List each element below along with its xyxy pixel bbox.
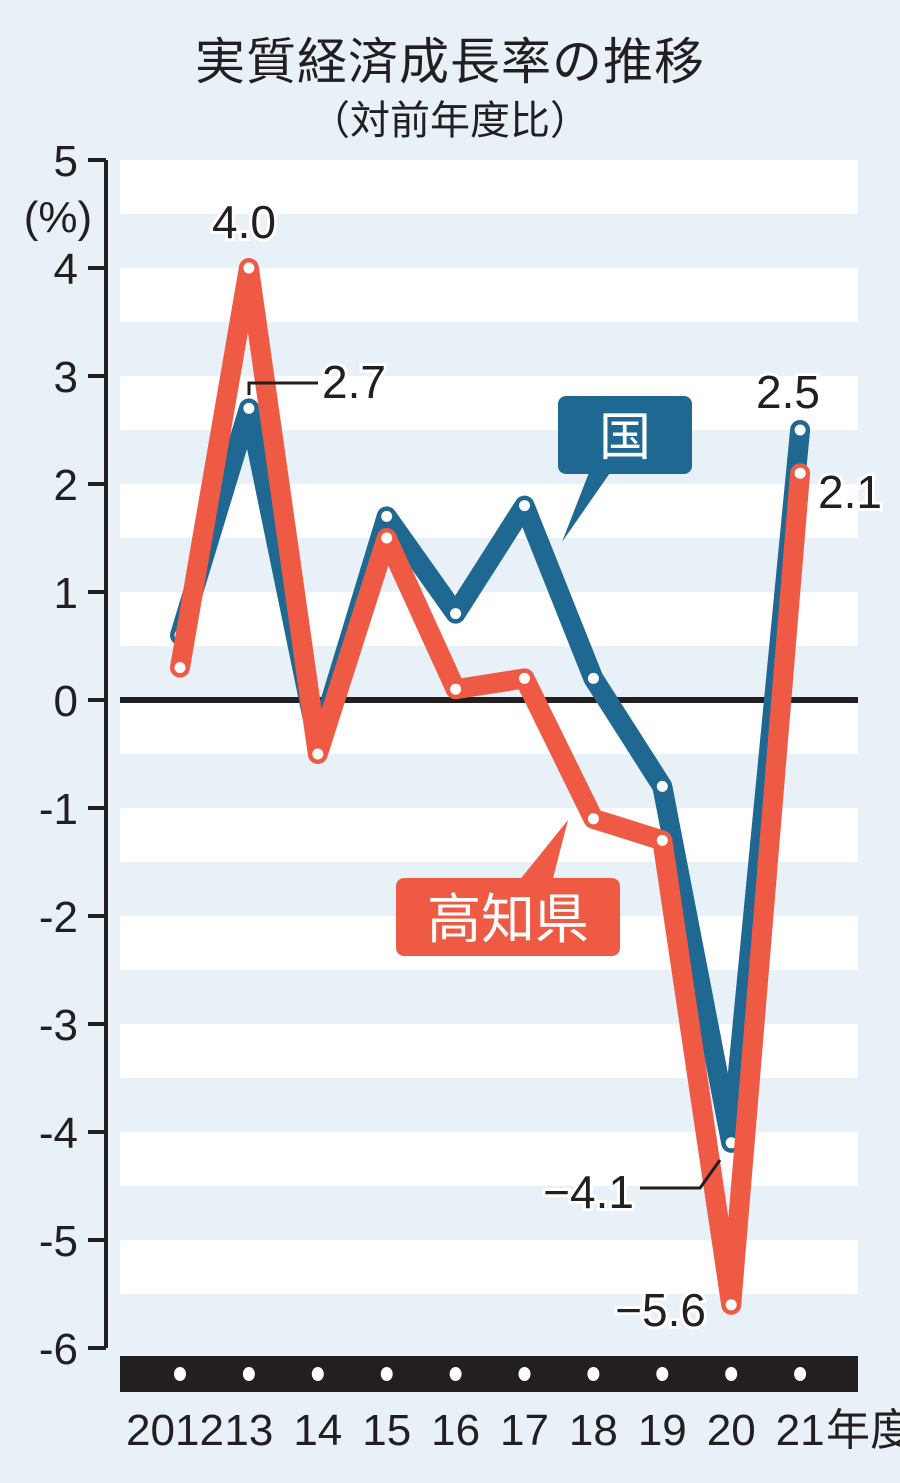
data-point bbox=[312, 748, 324, 760]
y-tick-label: 5 bbox=[54, 137, 78, 186]
data-label: −5.6 bbox=[615, 1284, 706, 1336]
x-tick-label: 15 bbox=[362, 1406, 411, 1455]
data-point bbox=[174, 662, 186, 674]
chart-subtitle: （対前年度比） bbox=[310, 98, 590, 144]
x-tick-label: 16 bbox=[431, 1406, 480, 1455]
legend-national-callout: 国 bbox=[558, 396, 692, 542]
leader-2020 bbox=[640, 1159, 722, 1190]
data-point bbox=[587, 672, 599, 684]
x-tick-label: 20 bbox=[707, 1406, 756, 1455]
y-tick-label: -4 bbox=[39, 1109, 78, 1158]
data-point bbox=[243, 402, 255, 414]
x-tick-label: 2012 bbox=[126, 1406, 224, 1455]
y-tick-label: -1 bbox=[39, 785, 78, 834]
data-point bbox=[725, 1137, 737, 1149]
data-point bbox=[381, 532, 393, 544]
y-unit-label: (%) bbox=[24, 193, 92, 242]
y-tick-label: 2 bbox=[54, 461, 78, 510]
data-point bbox=[519, 500, 530, 512]
y-tick-label: 1 bbox=[54, 569, 78, 618]
series-kochi bbox=[170, 258, 811, 1315]
y-tick-label: -5 bbox=[39, 1217, 78, 1266]
y-tick-label: -2 bbox=[39, 893, 78, 942]
x-tick-label: 17 bbox=[500, 1406, 549, 1455]
leader-2013 bbox=[247, 381, 318, 395]
y-tick-label: 3 bbox=[54, 353, 78, 402]
x-tick-label: 14 bbox=[293, 1406, 342, 1455]
x-tick-label: 21 bbox=[776, 1406, 825, 1455]
data-point bbox=[450, 608, 462, 620]
data-point bbox=[450, 683, 462, 695]
x-tick-label: 13 bbox=[224, 1406, 273, 1455]
data-point bbox=[243, 262, 255, 274]
x-axis-bar: 2012 13 14 15 16 17 18 19 20 21 年度 bbox=[120, 1356, 900, 1455]
y-tick-label: -6 bbox=[39, 1325, 78, 1374]
y-axis: 5 4 3 2 1 0 -1 -2 -3 -4 -5 -6 (%) bbox=[24, 137, 108, 1374]
legend-kochi-label: 高知県 bbox=[427, 888, 589, 951]
data-label: 4.0 bbox=[212, 196, 276, 248]
data-point bbox=[587, 813, 599, 825]
data-label: −4.1 bbox=[543, 1166, 634, 1218]
y-tick-label: -3 bbox=[39, 1001, 78, 1050]
data-point bbox=[656, 834, 668, 846]
y-tick-label: 0 bbox=[54, 677, 78, 726]
data-label: 2.1 bbox=[818, 466, 882, 518]
data-label: 2.7 bbox=[322, 356, 386, 408]
data-point bbox=[381, 510, 393, 522]
data-point bbox=[794, 467, 806, 479]
x-tick-label: 18 bbox=[569, 1406, 618, 1455]
x-tick-label: 19 bbox=[638, 1406, 687, 1455]
chart-title: 実質経済成長率の推移 bbox=[195, 33, 705, 91]
legend-kochi-callout: 高知県 bbox=[396, 820, 620, 956]
y-tick-label: 4 bbox=[54, 245, 78, 294]
data-point bbox=[656, 780, 668, 792]
data-point bbox=[725, 1299, 737, 1311]
x-unit-label: 年度 bbox=[826, 1406, 900, 1455]
data-point bbox=[519, 672, 530, 684]
data-point bbox=[794, 424, 806, 436]
legend-national-label: 国 bbox=[599, 408, 651, 468]
data-label: 2.5 bbox=[756, 366, 820, 418]
